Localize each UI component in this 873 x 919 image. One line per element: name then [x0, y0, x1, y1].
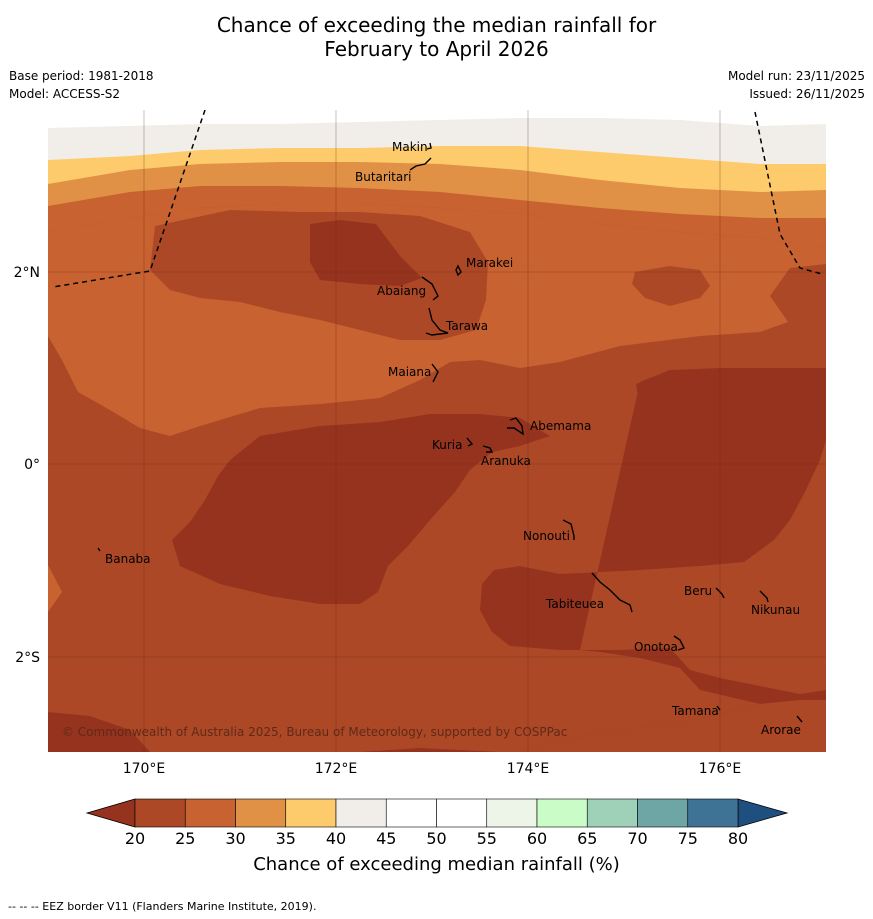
colorbar-cell-40 — [335, 798, 387, 828]
colorbar-cell-65 — [586, 798, 638, 828]
shade-45-50 — [48, 110, 826, 128]
label-beru: Beru — [684, 584, 712, 598]
island-abemama — [507, 417, 524, 436]
colorbar-tick-50: 50 — [426, 829, 446, 848]
colorbar-cell-30 — [235, 798, 287, 828]
lon-label-174e: 174°E — [507, 761, 550, 777]
colorbar-tick-70: 70 — [627, 829, 647, 848]
island-tamana — [716, 705, 721, 711]
island-maiana — [431, 363, 439, 383]
colorbar-tick-35: 35 — [276, 829, 296, 848]
colorbar-cell-45 — [385, 798, 437, 828]
colorbar: 20 25 30 35 40 45 50 55 60 65 70 75 80 — [85, 798, 789, 848]
lat-label-0: 0° — [24, 457, 40, 473]
label-nonouti: Nonouti — [523, 529, 570, 543]
label-kuria: Kuria — [432, 438, 463, 452]
shade-20-25-south — [520, 700, 826, 752]
colorbar-tick-60: 60 — [527, 829, 547, 848]
island-nikunau — [759, 590, 769, 603]
colorbar-tick-45: 45 — [376, 829, 396, 848]
island-banaba — [97, 547, 101, 552]
model-run-date: Model run: 23/11/2025 — [727, 69, 865, 83]
island-onotoa — [673, 635, 685, 651]
label-butaritari: Butaritari — [355, 170, 412, 184]
base-period: Base period: 1981-2018 — [9, 69, 154, 83]
label-abaiang: Abaiang — [377, 284, 426, 298]
label-tabiteuea: Tabiteuea — [545, 597, 604, 611]
lon-label-172e: 172°E — [315, 761, 358, 777]
shade-under-20-southwest — [48, 712, 150, 752]
shade-25-30-west-edge — [48, 565, 62, 612]
colorbar-cell-70 — [637, 798, 689, 828]
label-marakei: Marakei — [466, 256, 513, 270]
colorbar-tick-25: 25 — [175, 829, 195, 848]
label-onotoa: Onotoa — [634, 640, 678, 654]
label-banaba: Banaba — [105, 552, 151, 566]
shade-under-20-central — [172, 414, 550, 604]
colorbar-tick-55: 55 — [477, 829, 497, 848]
island-arorae — [796, 715, 803, 723]
island-outlines — [97, 142, 803, 723]
island-butaritari — [409, 157, 432, 171]
copyright-notice: © Commonwealth of Australia 2025, Bureau… — [62, 725, 567, 739]
shade-under-20-east-top — [636, 370, 826, 440]
colorbar-cell-35 — [285, 798, 337, 828]
lon-label-176e: 176°E — [699, 761, 742, 777]
island-nonouti — [562, 519, 575, 540]
colorbar-tick-40: 40 — [326, 829, 346, 848]
island-tarawa — [425, 307, 449, 336]
label-makin: Makin — [392, 140, 428, 154]
shade-under-20-south-small — [400, 748, 460, 752]
label-aranuka: Aranuka — [481, 454, 531, 468]
eez-border-east — [754, 111, 823, 275]
label-maiana: Maiana — [388, 365, 431, 379]
colorbar-tick-80: 80 — [728, 829, 748, 848]
map-title-line1: Chance of exceeding the median rainfall … — [216, 13, 657, 37]
lat-label-2n: 2°N — [14, 265, 40, 281]
label-abemama: Abemama — [530, 419, 591, 433]
colorbar-cell-50 — [436, 798, 488, 828]
model-name: Model: ACCESS-S2 — [9, 87, 121, 101]
lat-label-2s: 2°S — [15, 650, 40, 666]
colorbar-over-arrow — [737, 798, 789, 828]
colorbar-cell-20 — [134, 798, 186, 828]
island-tabiteuea — [591, 572, 633, 613]
colorbar-cell-25 — [184, 798, 236, 828]
island-abaiang — [421, 276, 439, 301]
colorbar-under-arrow — [85, 798, 136, 828]
island-makin — [426, 142, 432, 150]
colorbar-cell-60 — [536, 798, 588, 828]
label-nikunau: Nikunau — [751, 603, 800, 617]
shade-under-20-north — [310, 220, 422, 286]
colorbar-tick-75: 75 — [678, 829, 698, 848]
issued-date: Issued: 26/11/2025 — [749, 87, 865, 101]
map-title-line2: February to April 2026 — [324, 37, 549, 61]
rainfall-probability-field: Makin Butaritari Marakei Abaiang Tarawa … — [48, 110, 826, 752]
eez-source-note: -- -- -- EEZ border V11 (Flanders Marine… — [8, 900, 317, 913]
colorbar-tick-65: 65 — [577, 829, 597, 848]
lon-label-170e: 170°E — [123, 761, 166, 777]
label-tamana: Tamana — [671, 704, 719, 718]
island-beru — [715, 587, 725, 599]
eez-border-west — [52, 110, 206, 288]
island-aranuka — [482, 445, 494, 453]
colorbar-tick-30: 30 — [225, 829, 245, 848]
island-kuria — [466, 437, 474, 447]
label-tarawa: Tarawa — [445, 319, 488, 333]
shade-20-25-east-small — [632, 266, 710, 306]
island-marakei — [455, 264, 462, 277]
colorbar-tick-20: 20 — [125, 829, 145, 848]
colorbar-cell-55 — [486, 798, 538, 828]
colorbar-label: Chance of exceeding median rainfall (%) — [253, 854, 620, 875]
colorbar-cell-75 — [687, 798, 739, 828]
graticule — [48, 110, 826, 752]
label-arorae: Arorae — [761, 723, 801, 737]
